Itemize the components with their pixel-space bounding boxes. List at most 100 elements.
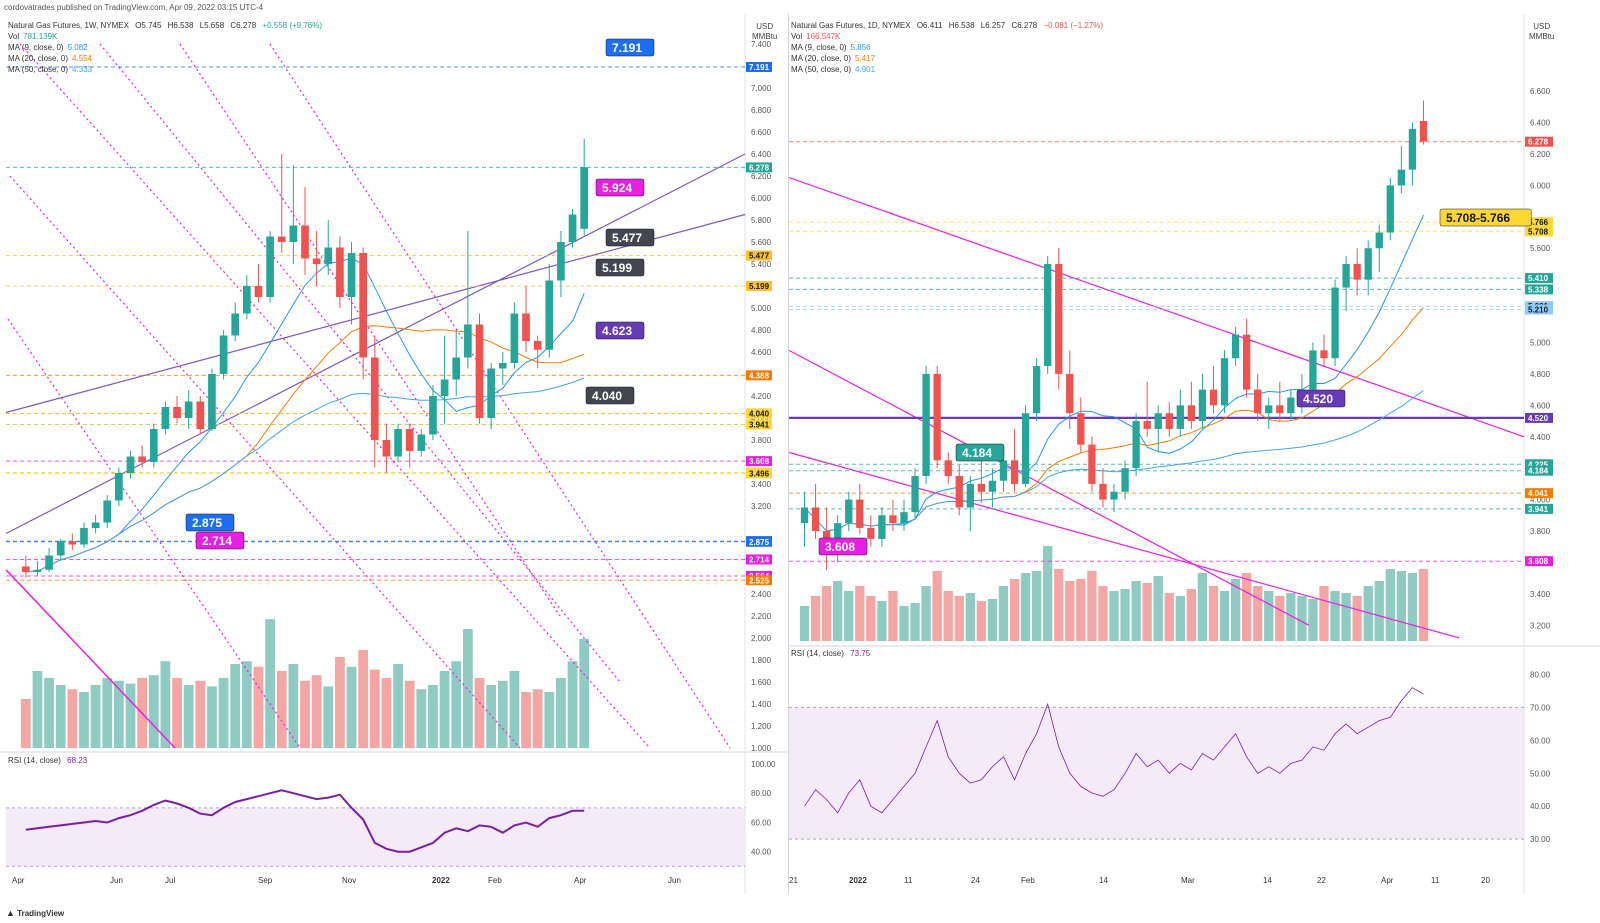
weekly-callout-box: [595, 258, 645, 277]
daily-volume-bar: [821, 586, 832, 641]
daily-candle-body: [1342, 263, 1350, 288]
weekly-volume-bar: [521, 692, 531, 748]
daily-volume-bar: [877, 601, 887, 641]
weekly-volume-bar: [183, 685, 194, 748]
weekly-candle-body: [277, 236, 286, 242]
weekly-volume-bar: [90, 685, 101, 748]
daily-xtick-label: 14: [1263, 876, 1272, 885]
weekly-ma9-row: MA (9, close, 0) 5.082: [8, 42, 322, 53]
daily-ma9-label: MA (9, close, 0): [791, 43, 847, 52]
daily-candle-body: [1021, 413, 1030, 484]
daily-candle-body: [1032, 366, 1041, 414]
weekly-volume-bar: [300, 680, 310, 748]
daily-chart-svg: 3.200 3.400 3.800 4.000 4.400 4.600 4.800 5.000…: [789, 14, 1600, 894]
weekly-candle-body: [242, 286, 251, 314]
daily-xtick-label: 14: [1099, 876, 1108, 885]
daily-callout-box: [955, 443, 1005, 462]
daily-price-badge-label: 5.766: [1528, 218, 1549, 227]
daily-ma20-value: 5.417: [855, 54, 876, 63]
daily-candle-body: [944, 460, 952, 477]
daily-currency[interactable]: USD MMBtu: [1529, 22, 1554, 42]
daily-volume-bar: [976, 601, 987, 641]
weekly-ytick-label: 5.600: [751, 238, 772, 247]
weekly-volume-value: 781.139K: [23, 32, 58, 41]
daily-price-badge: [1525, 304, 1553, 315]
publisher-header: cordovatrades published on TradingView.c…: [4, 3, 264, 12]
daily-callout-box: [1296, 389, 1346, 408]
daily-candle-body: [889, 515, 897, 524]
daily-price-badge: [1525, 136, 1553, 147]
daily-price-badge-label: 3.941: [1528, 505, 1549, 514]
weekly-volume-bar: [253, 666, 264, 748]
tradingview-brand[interactable]: ▲ TradingView: [6, 908, 64, 918]
weekly-chart-pane[interactable]: 1.000 1.200 1.400 1.600 1.800 2.000 2.200 2.400…: [0, 14, 788, 894]
weekly-callout-box: [605, 228, 655, 247]
daily-price-badge-label: 4.225: [1528, 460, 1549, 469]
daily-callout-label: 5.708-5.766: [1446, 211, 1510, 225]
daily-volume-bar: [833, 581, 843, 641]
weekly-price-badge: [746, 61, 772, 72]
weekly-candle-body: [138, 456, 146, 462]
weekly-price-badge: [746, 408, 772, 419]
weekly-price-badge: [746, 162, 772, 173]
weekly-callout-box: [595, 321, 645, 340]
weekly-volume-bar: [544, 692, 555, 748]
weekly-price-badge: [746, 575, 772, 586]
weekly-callout-box: [605, 38, 655, 57]
daily-volume-bar: [1020, 573, 1031, 641]
daily-xtick-label: Apr: [1381, 876, 1394, 885]
weekly-candle-body: [33, 569, 42, 572]
weekly-currency[interactable]: USD MMBtu: [752, 22, 777, 42]
weekly-price-badge-label: 5.477: [749, 252, 770, 261]
weekly-candle-body: [417, 434, 426, 451]
daily-ytick-label: 4.800: [1530, 370, 1551, 379]
daily-candle-body: [1121, 468, 1129, 492]
weekly-ytick-label: 6.200: [751, 172, 772, 181]
weekly-change: +0.558 (+9.76%): [262, 21, 323, 30]
weekly-candle-body: [440, 379, 449, 396]
daily-volume-bar: [888, 591, 898, 641]
daily-ma20-row: MA (20, close, 0) 5.417: [791, 53, 1103, 64]
weekly-candle-body: [45, 555, 53, 570]
daily-volume-bar: [1098, 586, 1108, 641]
daily-ma9-value: 5.856: [850, 43, 871, 52]
weekly-ytick-label: 6.000: [751, 194, 772, 203]
weekly-legend: Natural Gas Futures, 1W, NYMEX O5.745 H6…: [8, 20, 322, 75]
weekly-ytick-label: 2.400: [751, 590, 772, 599]
daily-volume-bar: [1253, 586, 1263, 641]
daily-ytick-label: 6.600: [1530, 87, 1551, 96]
weekly-ma20-line: [25, 325, 585, 573]
daily-ma9-row: MA (9, close, 0) 5.856: [791, 42, 1103, 53]
daily-rsi-band: [789, 707, 1524, 840]
daily-volume-bar: [799, 606, 810, 641]
weekly-candle-body: [533, 341, 542, 350]
weekly-candle-body: [336, 247, 344, 297]
weekly-price-badge: [746, 536, 772, 547]
weekly-trendline: [7, 318, 301, 749]
weekly-price-badge: [746, 554, 772, 565]
weekly-currency-usd: USD: [756, 22, 774, 31]
daily-volume-label: Vol: [791, 32, 803, 41]
daily-xtick-label: Feb: [1021, 876, 1035, 885]
daily-ytick-label: 3.200: [1530, 621, 1551, 630]
weekly-candle-body: [301, 225, 309, 259]
daily-ytick-label: 4.000: [1530, 496, 1551, 505]
weekly-rsi-value: 68.23: [67, 756, 88, 765]
weekly-ytick-label: 6.800: [751, 106, 772, 115]
weekly-volume-row: Vol 781.139K: [8, 31, 322, 42]
weekly-volume-bar: [486, 685, 497, 748]
daily-volume-bar: [1241, 573, 1252, 641]
weekly-ma50-line: [25, 377, 585, 573]
daily-trendline: [789, 451, 1460, 639]
weekly-candle-body: [208, 374, 216, 429]
daily-chart-pane[interactable]: 3.200 3.400 3.800 4.000 4.400 4.600 4.800 5.000…: [789, 14, 1600, 894]
weekly-volume-bar: [79, 692, 89, 748]
weekly-callout-label: 7.191: [612, 41, 642, 55]
weekly-volume-bar: [439, 671, 450, 748]
daily-candle-body: [878, 515, 886, 539]
daily-volume-bar: [1297, 596, 1307, 641]
daily-volume-bar: [1264, 591, 1274, 641]
weekly-candle-body: [91, 522, 100, 528]
weekly-xtick-label: Jun: [668, 876, 681, 885]
weekly-candle-body: [219, 335, 228, 374]
